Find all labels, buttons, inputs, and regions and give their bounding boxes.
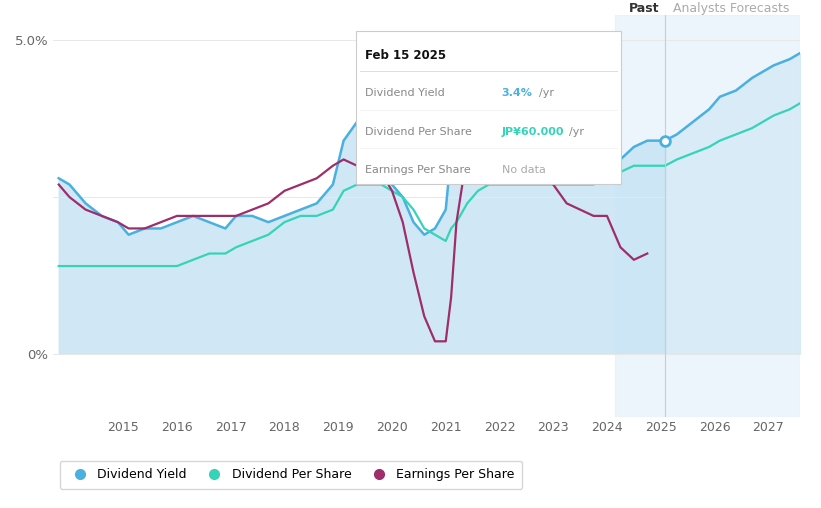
Text: Dividend Per Share: Dividend Per Share — [365, 126, 472, 137]
Text: Earnings Per Share: Earnings Per Share — [365, 165, 470, 175]
FancyBboxPatch shape — [356, 31, 621, 184]
Text: No data: No data — [502, 165, 545, 175]
Text: /yr: /yr — [569, 126, 584, 137]
Text: Analysts Forecasts: Analysts Forecasts — [673, 2, 790, 15]
Text: /yr: /yr — [539, 88, 554, 99]
Text: JP¥60.000: JP¥60.000 — [502, 126, 564, 137]
Bar — [615, 15, 800, 417]
Text: 3.4%: 3.4% — [502, 88, 533, 99]
Text: Past: Past — [629, 2, 659, 15]
Legend: Dividend Yield, Dividend Per Share, Earnings Per Share: Dividend Yield, Dividend Per Share, Earn… — [60, 461, 522, 489]
Text: Feb 15 2025: Feb 15 2025 — [365, 49, 446, 62]
Text: Dividend Yield: Dividend Yield — [365, 88, 445, 99]
